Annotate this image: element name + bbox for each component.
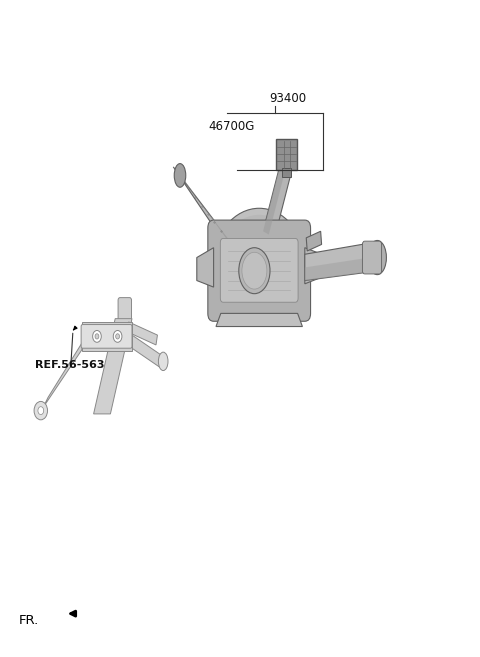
Ellipse shape <box>158 352 168 371</box>
Ellipse shape <box>95 334 99 339</box>
Polygon shape <box>132 335 161 368</box>
Ellipse shape <box>38 407 44 415</box>
Polygon shape <box>127 322 157 345</box>
Polygon shape <box>216 313 302 327</box>
Polygon shape <box>305 243 370 281</box>
FancyBboxPatch shape <box>118 298 132 329</box>
Ellipse shape <box>93 330 101 342</box>
Polygon shape <box>263 166 286 235</box>
Text: 93400: 93400 <box>269 92 306 105</box>
FancyBboxPatch shape <box>220 238 298 302</box>
Polygon shape <box>306 231 322 251</box>
Text: REF.56-563: REF.56-563 <box>35 359 104 370</box>
Ellipse shape <box>242 252 267 289</box>
Ellipse shape <box>214 208 305 320</box>
Polygon shape <box>173 167 233 248</box>
Ellipse shape <box>239 248 270 294</box>
Ellipse shape <box>218 215 300 313</box>
FancyBboxPatch shape <box>282 168 291 177</box>
Ellipse shape <box>116 334 120 339</box>
Polygon shape <box>43 340 84 407</box>
Text: FR.: FR. <box>19 614 39 627</box>
Polygon shape <box>197 248 214 287</box>
FancyBboxPatch shape <box>362 241 382 274</box>
Polygon shape <box>305 258 370 281</box>
Ellipse shape <box>34 401 48 420</box>
Ellipse shape <box>113 330 122 342</box>
Ellipse shape <box>368 240 386 275</box>
FancyBboxPatch shape <box>276 139 297 170</box>
Polygon shape <box>305 248 322 284</box>
Polygon shape <box>94 319 132 414</box>
Text: 46700G: 46700G <box>209 120 255 133</box>
Polygon shape <box>173 167 237 261</box>
Polygon shape <box>82 322 132 351</box>
FancyBboxPatch shape <box>81 325 132 348</box>
Polygon shape <box>263 166 291 238</box>
Ellipse shape <box>174 164 186 187</box>
FancyBboxPatch shape <box>208 220 311 321</box>
